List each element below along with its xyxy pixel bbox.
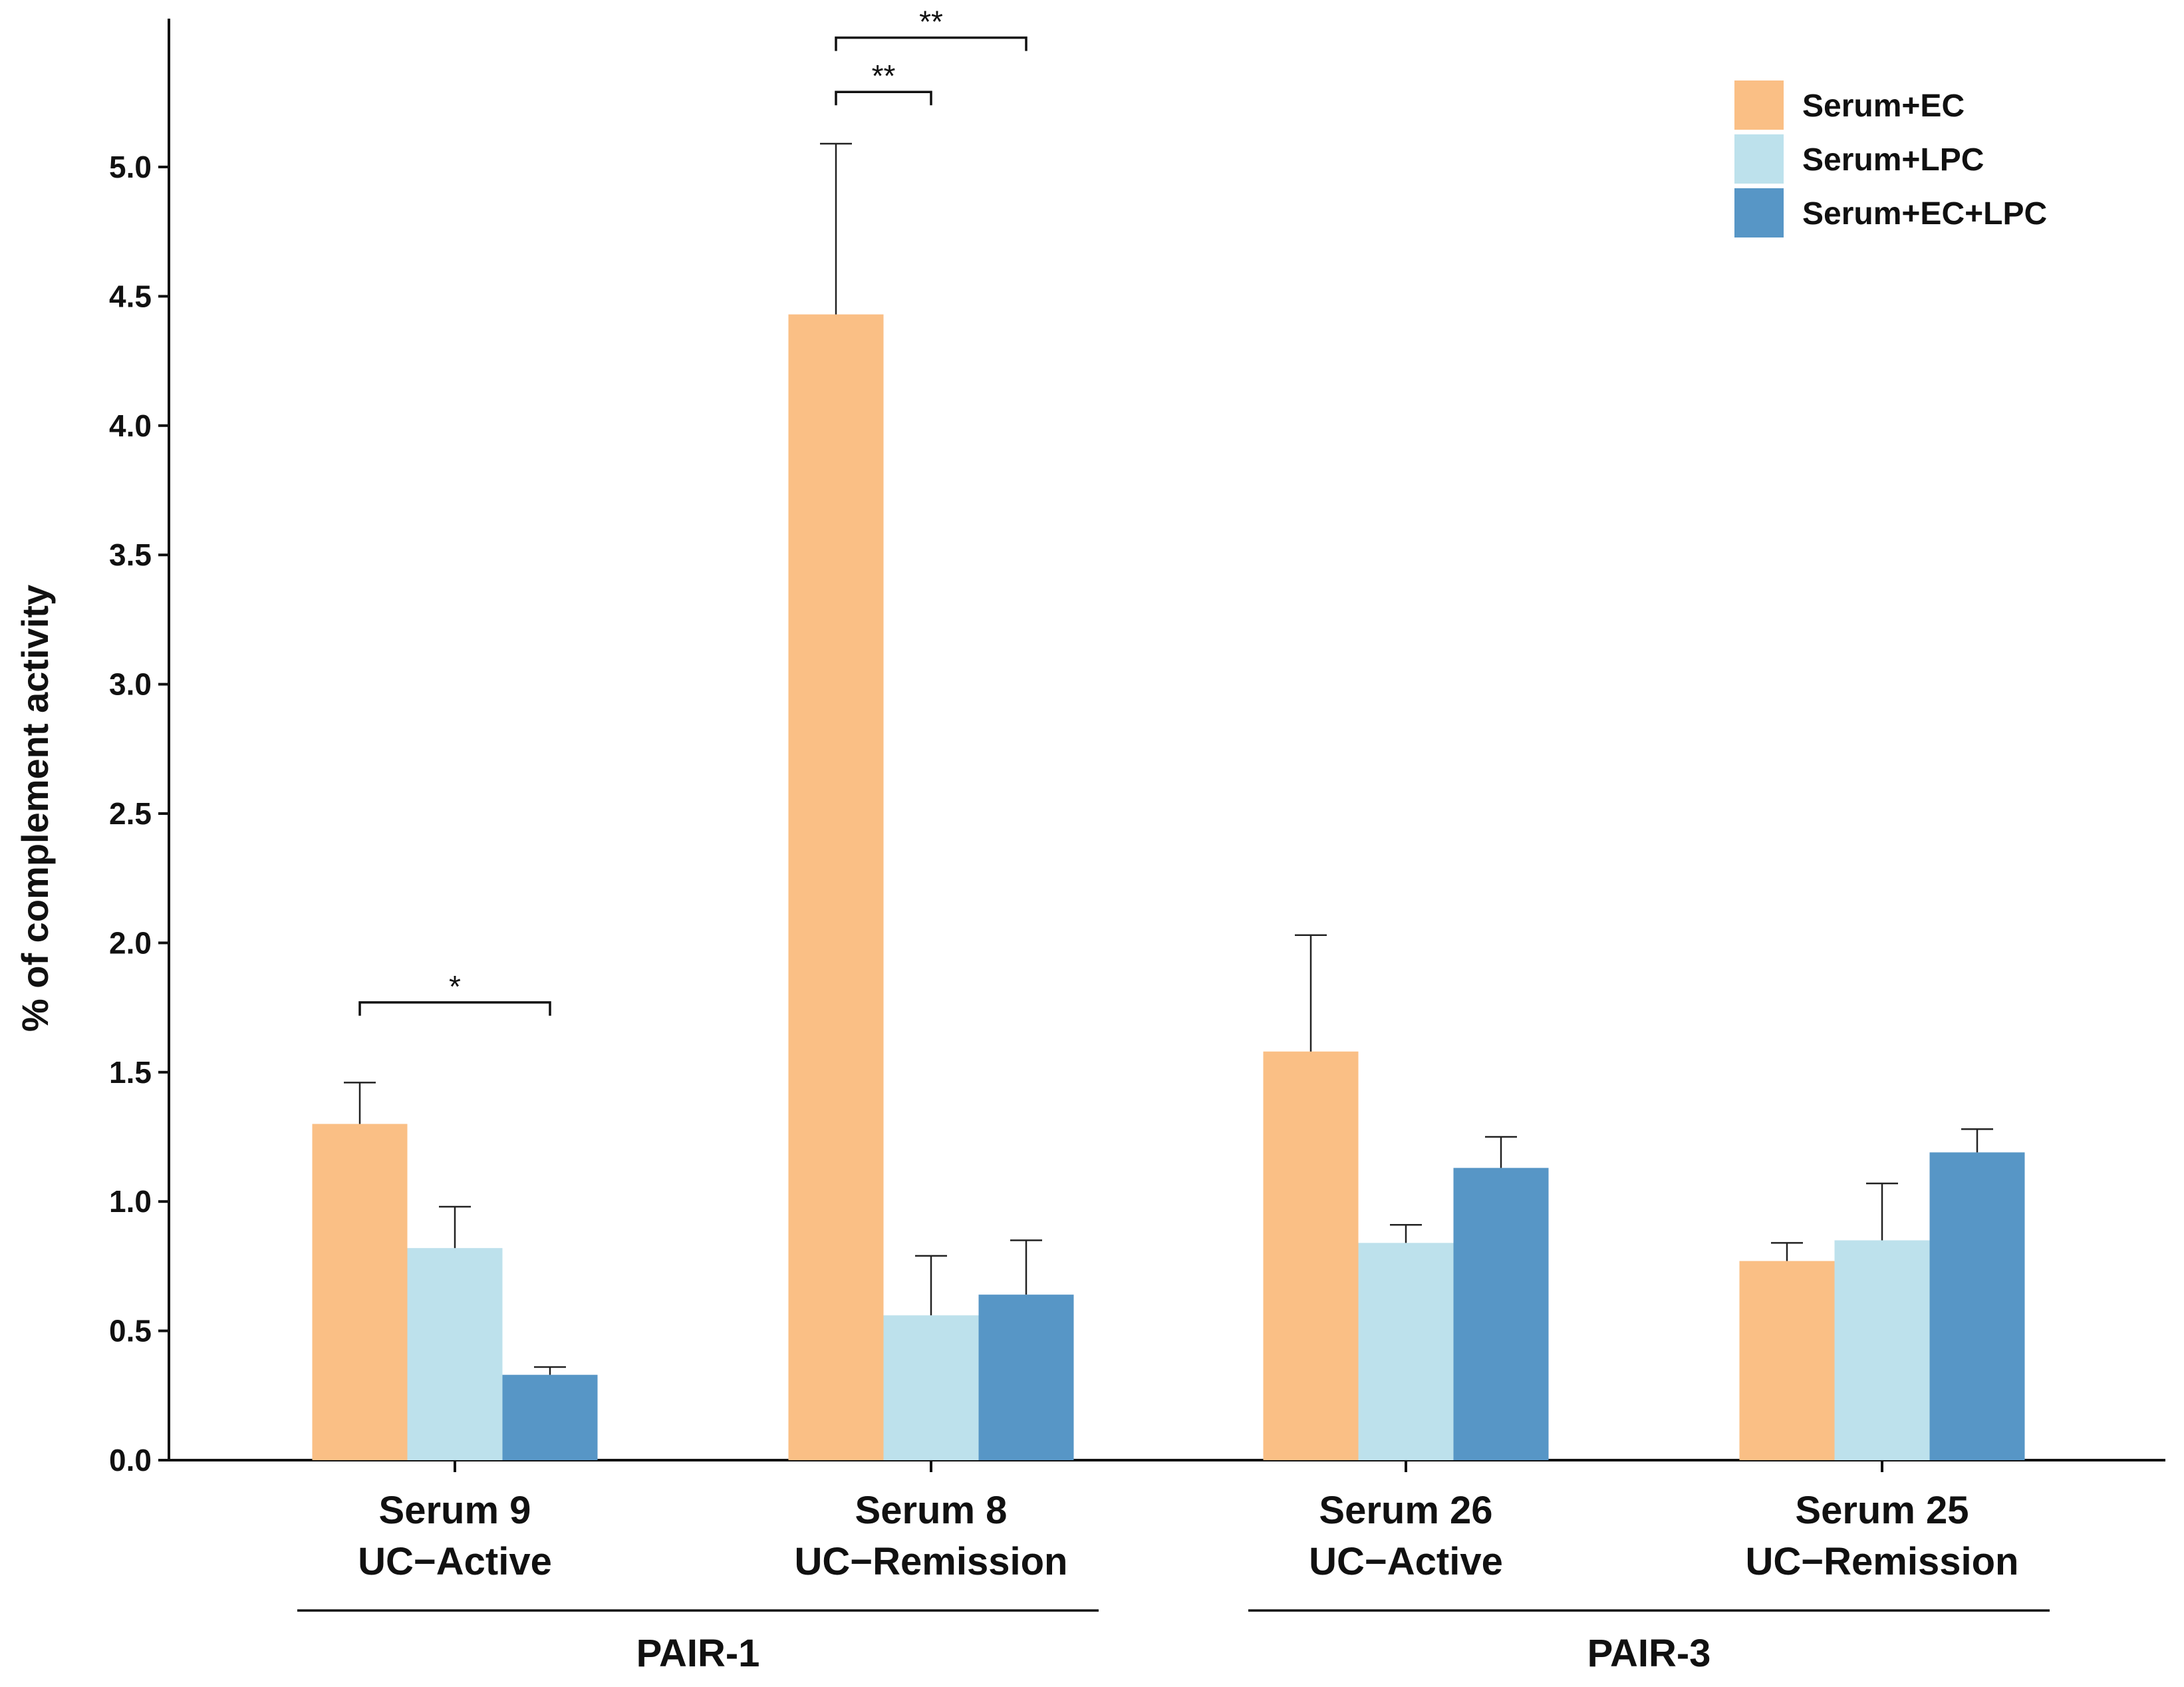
y-tick-label: 1.5 <box>109 1055 152 1090</box>
category-label-line2: UC−Active <box>358 1540 552 1583</box>
legend-swatch <box>1734 134 1784 184</box>
legend-swatch <box>1734 80 1784 130</box>
bar-serum-lpc <box>407 1248 503 1460</box>
significance-label: ** <box>919 5 943 39</box>
y-tick-label: 2.0 <box>109 925 152 960</box>
y-tick-label: 1.0 <box>109 1184 152 1219</box>
bar-serum-lpc <box>1834 1240 1930 1460</box>
y-tick-label: 0.0 <box>109 1443 152 1477</box>
bar-serum-ec <box>1263 1051 1359 1460</box>
bar-serum-ec <box>788 314 884 1461</box>
bar-serum-ec <box>312 1124 408 1460</box>
y-tick-label: 2.5 <box>109 796 152 831</box>
significance-label: ** <box>872 59 896 93</box>
y-tick-label: 4.5 <box>109 279 152 313</box>
y-axis-label: % of complement activity <box>14 585 56 1032</box>
category-label-line1: Serum 8 <box>855 1489 1008 1532</box>
legend-label: Serum+LPC <box>1802 142 1984 178</box>
y-tick-label: 3.5 <box>109 537 152 572</box>
category-label-line1: Serum 25 <box>1795 1489 1969 1532</box>
legend-label: Serum+EC+LPC <box>1802 196 2047 231</box>
significance-label: * <box>449 969 461 1004</box>
category-label-line2: UC−Remission <box>795 1540 1068 1583</box>
bar-serum-ec-lpc <box>978 1295 1074 1460</box>
group-label: PAIR-1 <box>636 1632 760 1675</box>
bar-serum-ec-lpc <box>1453 1167 1549 1460</box>
significance-bracket <box>835 36 1027 51</box>
y-tick-label: 4.0 <box>109 408 152 443</box>
y-tick-label: 3.0 <box>109 667 152 702</box>
category-label-line2: UC−Remission <box>1746 1540 2019 1583</box>
group-label: PAIR-3 <box>1587 1632 1711 1675</box>
bar-serum-ec <box>1739 1261 1835 1460</box>
y-tick-label: 5.0 <box>109 150 152 184</box>
legend-label: Serum+EC <box>1802 88 1965 124</box>
legend-swatch <box>1734 188 1784 237</box>
significance-bracket <box>835 90 932 106</box>
bar-serum-ec-lpc <box>502 1374 598 1460</box>
category-label-line2: UC−Active <box>1309 1540 1503 1583</box>
category-label-line1: Serum 9 <box>379 1489 531 1532</box>
y-tick-label: 0.5 <box>109 1314 152 1348</box>
bar-serum-ec-lpc <box>1929 1152 2025 1460</box>
significance-bracket <box>358 1001 551 1016</box>
bar-serum-lpc <box>883 1315 979 1460</box>
category-label-line1: Serum 26 <box>1319 1489 1492 1532</box>
bar-serum-lpc <box>1358 1243 1454 1460</box>
